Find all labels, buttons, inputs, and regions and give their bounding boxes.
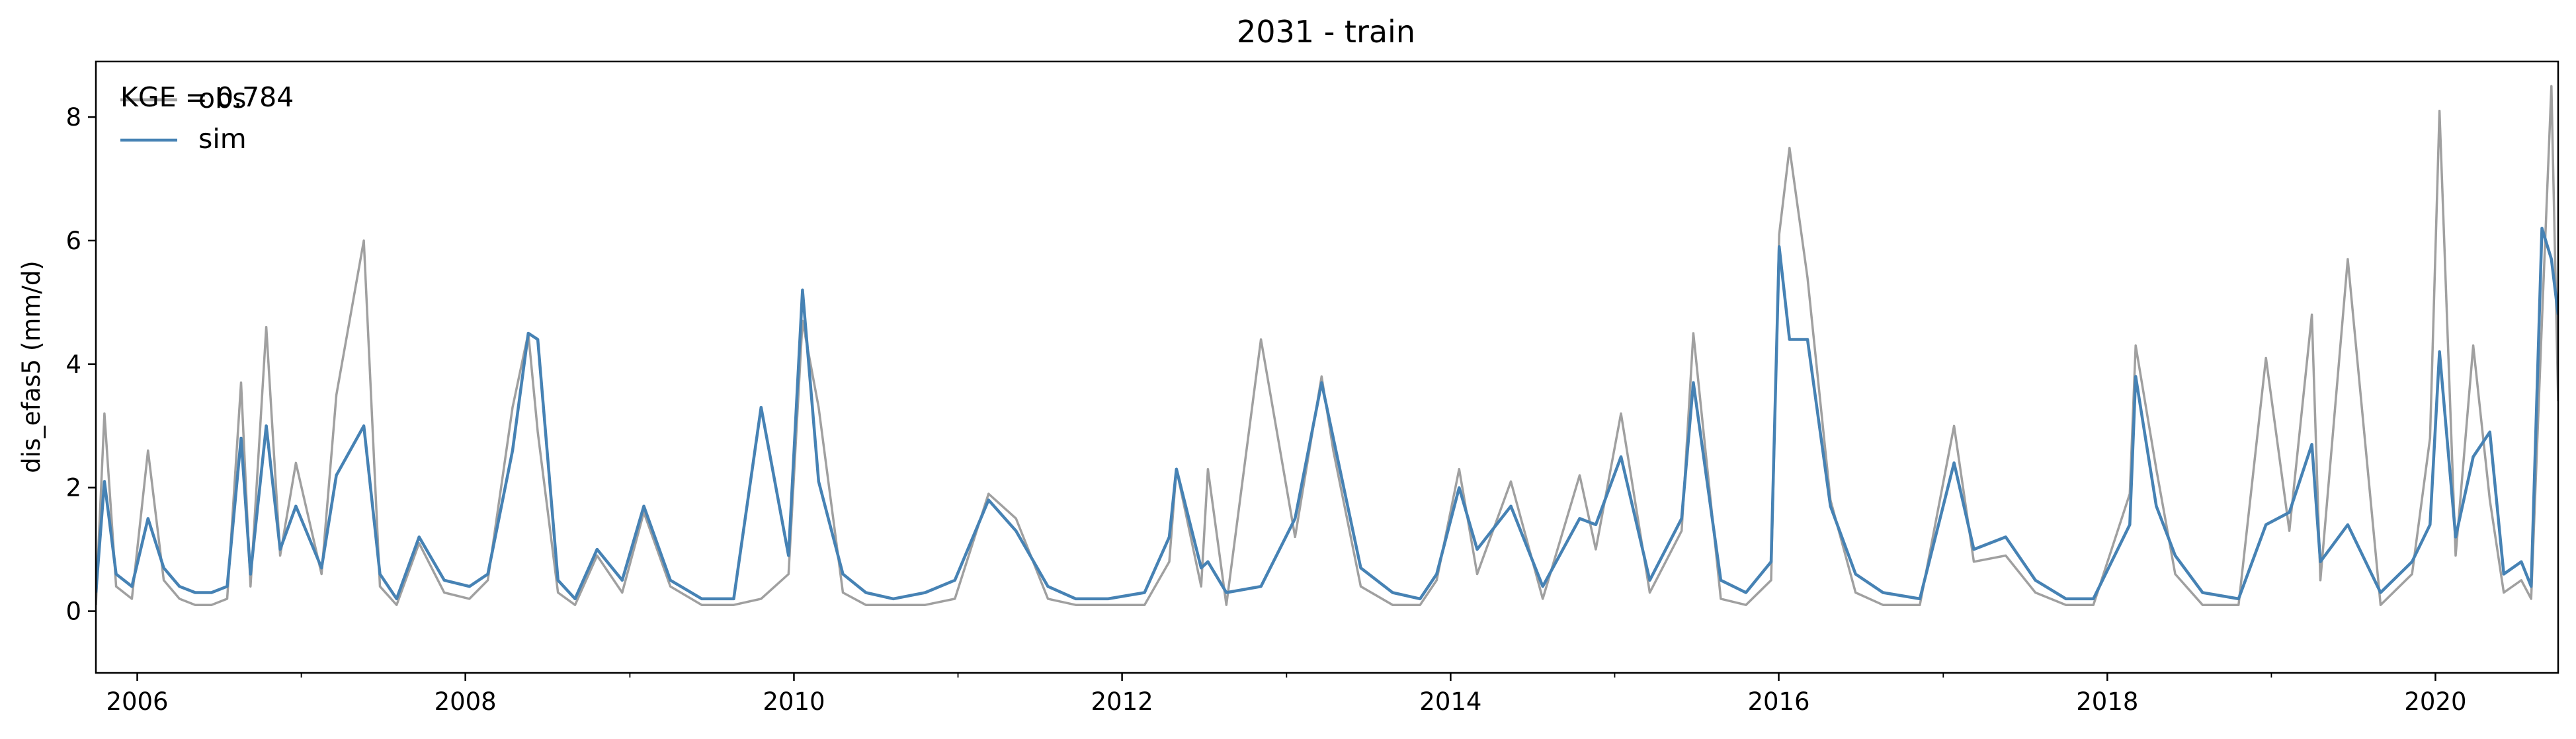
x-tick-label: 2016 — [1747, 687, 1809, 716]
x-tick-label: 2020 — [2404, 687, 2466, 716]
legend-label-obs: obs — [198, 83, 246, 114]
legend-label-sim: sim — [198, 123, 247, 155]
y-tick-label: 8 — [65, 103, 81, 132]
series-line-obs — [96, 85, 2558, 606]
y-tick-label: 2 — [65, 474, 81, 502]
y-tick-label: 4 — [65, 350, 81, 379]
x-tick-label: 2012 — [1091, 687, 1153, 716]
kge-annotation: KGE = 0.784 — [120, 81, 294, 113]
x-tick-label: 2010 — [763, 687, 825, 716]
plot-frame — [95, 60, 2559, 674]
x-tick-label: 2008 — [435, 687, 497, 716]
x-tick-label: 2014 — [1419, 687, 1481, 716]
legend: obs sim — [120, 83, 247, 155]
x-tick-label: 2006 — [106, 687, 168, 716]
y-tick-label: 0 — [65, 598, 81, 626]
y-axis-label: dis_efas5 (mm/d) — [17, 260, 46, 473]
x-tick-label: 2018 — [2076, 687, 2138, 716]
series-line-sim — [96, 227, 2558, 601]
y-tick-label: 6 — [65, 227, 81, 255]
chart-title: 2031 - train — [1237, 14, 1415, 50]
